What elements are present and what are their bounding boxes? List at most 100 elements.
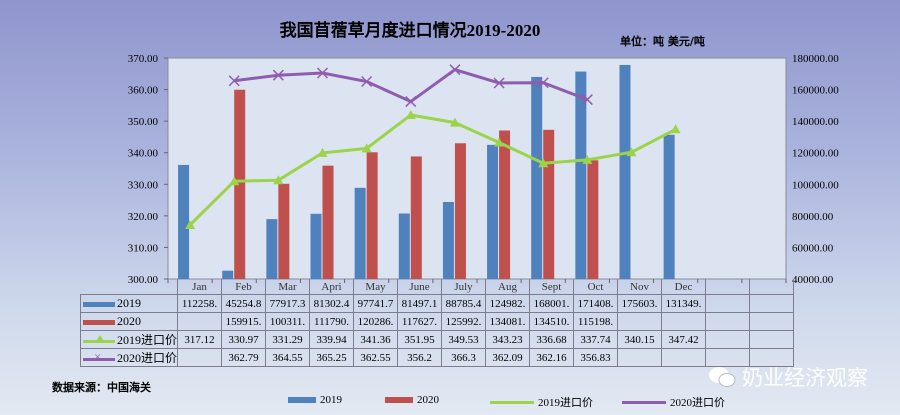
table-row: 2019进口价 317.12 330.97 331.29 339.94 341.36 351… — [79, 330, 795, 349]
value-cell: 330.97 — [221, 330, 267, 349]
watermark-text: 奶业经济观察 — [742, 366, 868, 390]
legend-label: 2019进口价 — [538, 397, 593, 409]
value-cell: 100311. — [265, 312, 311, 331]
month-label: Sept — [529, 279, 575, 295]
value-cell: 339.94 — [309, 330, 355, 349]
table-row: 2019 112258. 45254.8 77917.3 81302.4 97741.7 8… — [79, 294, 795, 313]
legend-label: 2019 — [320, 394, 342, 406]
value-cell — [749, 294, 795, 313]
left-axis-label: 330.00 — [128, 179, 159, 191]
value-cell: 168001. — [529, 294, 575, 313]
legend-item-2019进口价: 2019进口价 — [490, 394, 593, 410]
bar-2020-June — [410, 156, 422, 279]
point-2019进口价 — [361, 143, 372, 153]
value-cell: 134081. — [485, 312, 531, 331]
right-axis-label: 140000.00 — [792, 116, 839, 128]
value-cell: 362.09 — [485, 348, 531, 367]
value-cell — [749, 348, 795, 367]
right-axis-label: 100000.00 — [792, 179, 839, 191]
value-cell — [617, 312, 663, 331]
month-label: June — [397, 279, 443, 295]
value-cell: 97741.7 — [353, 294, 399, 313]
legend-item-2020: 2020 — [385, 394, 439, 406]
point-2019进口价 — [273, 175, 284, 185]
value-cell: 45254.8 — [221, 294, 267, 313]
point-2019进口价 — [229, 176, 240, 186]
month-label: May — [353, 279, 399, 295]
point-2020进口价 — [361, 75, 373, 88]
value-cell — [749, 312, 795, 331]
series-label: × 2020进口价 — [79, 348, 179, 367]
value-cell: 120286. — [353, 312, 399, 331]
table-row: × 2020进口价 362.79 364.55 365.25 362.55 356.2 366… — [79, 348, 795, 367]
table-corner — [80, 279, 179, 295]
table-row: 2020 159915. 100311. 111790. 120286. 117627. 1… — [79, 312, 795, 331]
month-label: Oct — [573, 279, 619, 295]
value-cell — [705, 312, 751, 331]
month-label: Aug — [485, 279, 531, 295]
value-cell — [749, 330, 795, 349]
point-2019进口价 — [626, 147, 637, 157]
value-cell: 131349. — [661, 294, 707, 313]
value-cell: 171408. — [573, 294, 619, 313]
value-cell: 81497.1 — [397, 294, 443, 313]
month-label — [705, 279, 751, 295]
bar-2020-Oct — [587, 160, 599, 279]
legend-label: 2020 — [417, 394, 439, 406]
value-cell: 366.3 — [441, 348, 487, 367]
point-2019进口价 — [317, 147, 328, 157]
value-cell: 175603. — [617, 294, 663, 313]
bar-2019-Aug — [487, 144, 499, 279]
value-cell: 364.55 — [265, 348, 311, 367]
legend-swatch — [490, 400, 534, 404]
legend-key-2019 — [83, 301, 115, 307]
value-cell: 351.95 — [397, 330, 443, 349]
legend-label: 2020进口价 — [670, 397, 725, 409]
series-label: 2019进口价 — [79, 330, 179, 349]
value-cell: 347.42 — [661, 330, 707, 349]
bar-2019-July — [442, 201, 454, 279]
left-axis-label: 360.00 — [128, 85, 159, 97]
month-label: Mar — [265, 279, 311, 295]
bar-2019-Mar — [266, 219, 278, 279]
bar-2020-May — [366, 152, 378, 279]
point-2019进口价 — [405, 109, 416, 119]
point-2020进口价 — [272, 69, 284, 81]
value-cell: 362.55 — [353, 348, 399, 367]
value-cell — [661, 312, 707, 331]
value-cell — [177, 312, 223, 331]
point-2019进口价 — [582, 154, 593, 164]
value-cell: 331.29 — [265, 330, 311, 349]
bar-2020-July — [454, 143, 466, 279]
value-cell: 343.23 — [485, 330, 531, 349]
legend-key-2020 — [83, 319, 115, 325]
point-2019进口价 — [538, 158, 549, 168]
value-cell — [617, 348, 663, 367]
right-axis-label: 180000.00 — [792, 53, 839, 65]
bar-2019-Nov — [619, 64, 631, 279]
left-axis-label: 370.00 — [128, 53, 159, 65]
point-2020进口价 — [316, 67, 329, 79]
value-cell — [705, 294, 751, 313]
legend-swatch — [288, 397, 316, 403]
value-cell: 362.79 — [221, 348, 267, 367]
value-cell: 340.15 — [617, 330, 663, 349]
bar-2019-Apri — [310, 213, 322, 279]
value-cell: 124982. — [485, 294, 531, 313]
value-cell: 159915. — [221, 312, 267, 331]
value-cell: 112258. — [177, 294, 223, 313]
value-cell: 349.53 — [441, 330, 487, 349]
month-label: Apri — [309, 279, 355, 295]
data-table: Jan Feb Mar Apri May June July Aug Sept Oct Nov Dec… — [79, 279, 795, 367]
value-cell: 362.16 — [529, 348, 575, 367]
bar-2019-May — [354, 187, 366, 279]
point-2019进口价 — [185, 219, 196, 229]
watermark: 奶业经济观察 — [708, 362, 868, 392]
bar-2019-Feb — [222, 270, 234, 279]
value-cell — [705, 330, 751, 349]
month-label: Nov — [617, 279, 663, 295]
point-2020进口价 — [493, 77, 505, 89]
bar-2020-Feb — [234, 89, 246, 280]
bar-2019-Dec — [663, 134, 675, 279]
